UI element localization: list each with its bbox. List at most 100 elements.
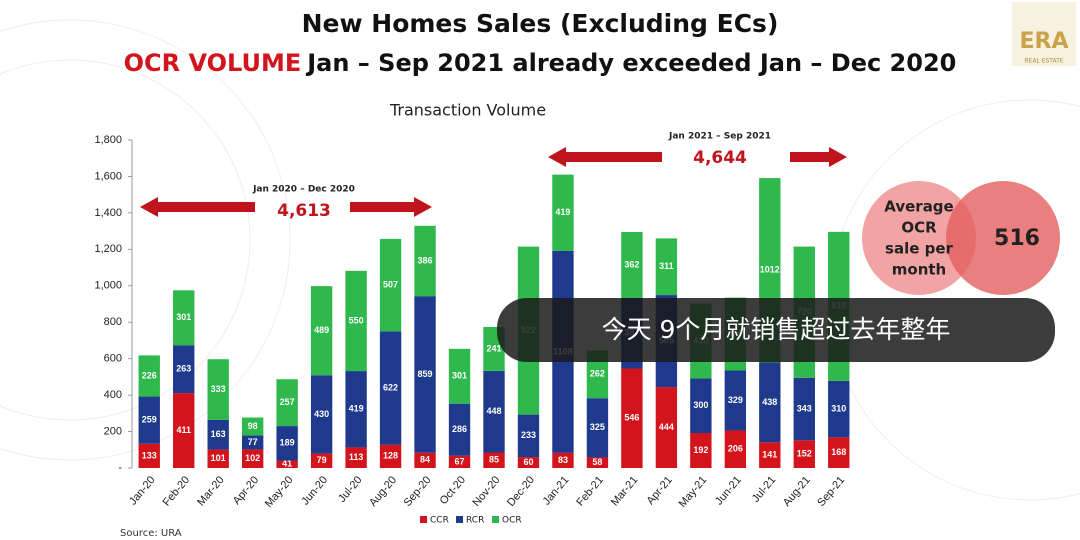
x-tick-label: Sep-20 <box>402 474 434 509</box>
legend-swatch <box>420 516 427 523</box>
value-label: 489 <box>314 325 329 335</box>
callout: Average OCR sale per month 516 <box>862 181 1060 295</box>
y-tick-label: 200 <box>104 425 122 437</box>
bar-segment <box>310 375 333 454</box>
bar-segment <box>759 362 781 443</box>
y-tick-label: 1,600 <box>94 170 122 182</box>
value-label: 84 <box>420 455 430 465</box>
value-label: 263 <box>176 364 191 374</box>
value-label: 311 <box>659 261 674 271</box>
x-tick-label: Jul-21 <box>750 474 778 505</box>
arrow <box>790 147 847 167</box>
x-tick-label: Apr-21 <box>644 474 674 507</box>
value-label: 189 <box>280 438 295 448</box>
value-label: 102 <box>245 453 260 463</box>
x-tick-label: Nov-20 <box>471 474 503 509</box>
value-label: 419 <box>555 207 570 217</box>
bar-segment <box>586 398 609 458</box>
value-label: 622 <box>383 382 398 392</box>
x-tick-label: Mar-20 <box>195 474 227 508</box>
bar-segment <box>552 174 574 251</box>
x-tick-label: Feb-21 <box>574 474 606 508</box>
legend-label: OCR <box>502 516 522 526</box>
bar-segment <box>173 393 195 468</box>
legend-label: RCR <box>466 516 484 526</box>
value-label: 77 <box>248 437 258 447</box>
bar-segment <box>483 370 505 453</box>
annotation-left: Jan 2020 – Dec 2020 4,613 <box>140 185 432 221</box>
logo: ERA REAL ESTATE <box>1012 2 1076 66</box>
y-tick-label: 1,800 <box>94 134 122 146</box>
bar-segment <box>241 435 264 450</box>
bar-segment <box>207 419 229 450</box>
chart-title: Transaction Volume <box>389 101 546 120</box>
value-label: 67 <box>455 456 465 466</box>
callout-circle <box>862 181 976 295</box>
bar-segment <box>828 380 850 438</box>
value-label: 192 <box>693 445 708 455</box>
bar-segment <box>655 238 678 296</box>
annotation-period: Jan 2021 – Sep 2021 <box>668 132 771 142</box>
x-tick-label: Jun-21 <box>713 474 744 507</box>
y-tick-label: 400 <box>104 389 122 401</box>
x-tick-label: Sep-21 <box>815 474 847 509</box>
bar-segment <box>690 378 712 434</box>
overlay: 今天 9个月就销售超过去年整年 <box>497 298 1055 362</box>
value-label: 152 <box>797 449 812 459</box>
value-label: 257 <box>280 397 295 407</box>
x-tick-label: Aug-20 <box>367 474 399 509</box>
bar-segment <box>138 443 160 468</box>
bar-segment <box>724 370 747 431</box>
bar-segment <box>793 377 815 441</box>
x-tick-label: Jan-20 <box>127 474 158 507</box>
callout-label: sale per <box>885 240 953 258</box>
bar-segment <box>276 460 298 468</box>
logo-box <box>1012 2 1076 66</box>
arrow <box>140 197 255 217</box>
bar-segment <box>552 452 574 468</box>
bar-segment <box>379 444 402 468</box>
legend-swatch <box>456 516 463 523</box>
value-label: 550 <box>349 315 364 325</box>
annotation-right: Jan 2021 – Sep 2021 4,644 <box>548 132 847 168</box>
value-label: 226 <box>142 370 157 380</box>
bar-segment <box>173 290 195 346</box>
bar-segment <box>414 452 436 468</box>
bar-segment <box>621 232 643 298</box>
value-label: 206 <box>728 444 743 454</box>
source: Source: URA <box>120 528 182 539</box>
value-label: 241 <box>486 343 501 353</box>
bar-segment <box>586 457 609 468</box>
value-label: 60 <box>523 457 533 467</box>
value-label: 113 <box>349 452 364 462</box>
x-tick-label: Oct-20 <box>438 474 468 507</box>
bar-segment <box>586 350 609 399</box>
x-tick-label: Mar-21 <box>609 474 641 508</box>
value-label: 507 <box>383 280 398 290</box>
value-label: 83 <box>558 455 568 465</box>
bar-segment <box>345 270 367 372</box>
value-label: 325 <box>590 422 605 432</box>
value-label: 58 <box>592 457 602 467</box>
value-label: 41 <box>282 459 292 469</box>
bar-segment <box>655 387 678 468</box>
value-label: 1012 <box>760 265 780 275</box>
bar-segment <box>241 449 264 468</box>
x-tick-label: Jul-20 <box>336 474 364 505</box>
bar-segment <box>414 225 436 297</box>
legend-swatch <box>492 516 499 523</box>
value-label: 128 <box>383 451 398 461</box>
value-label: 262 <box>590 369 605 379</box>
bar-segment <box>793 440 815 468</box>
value-label: 133 <box>142 450 157 460</box>
bar-segment <box>414 296 436 453</box>
bar-segment <box>138 355 160 397</box>
value-label: 233 <box>521 430 536 440</box>
bar-segment <box>379 238 402 332</box>
headline-line: OCR VOLUME Jan – Sep 2021 already exceede… <box>124 49 957 77</box>
callout-label: Average <box>884 198 953 216</box>
callout-value: 516 <box>994 226 1040 251</box>
bar-segment <box>207 359 229 420</box>
value-label: 141 <box>762 450 777 460</box>
bar-segment <box>517 457 540 468</box>
